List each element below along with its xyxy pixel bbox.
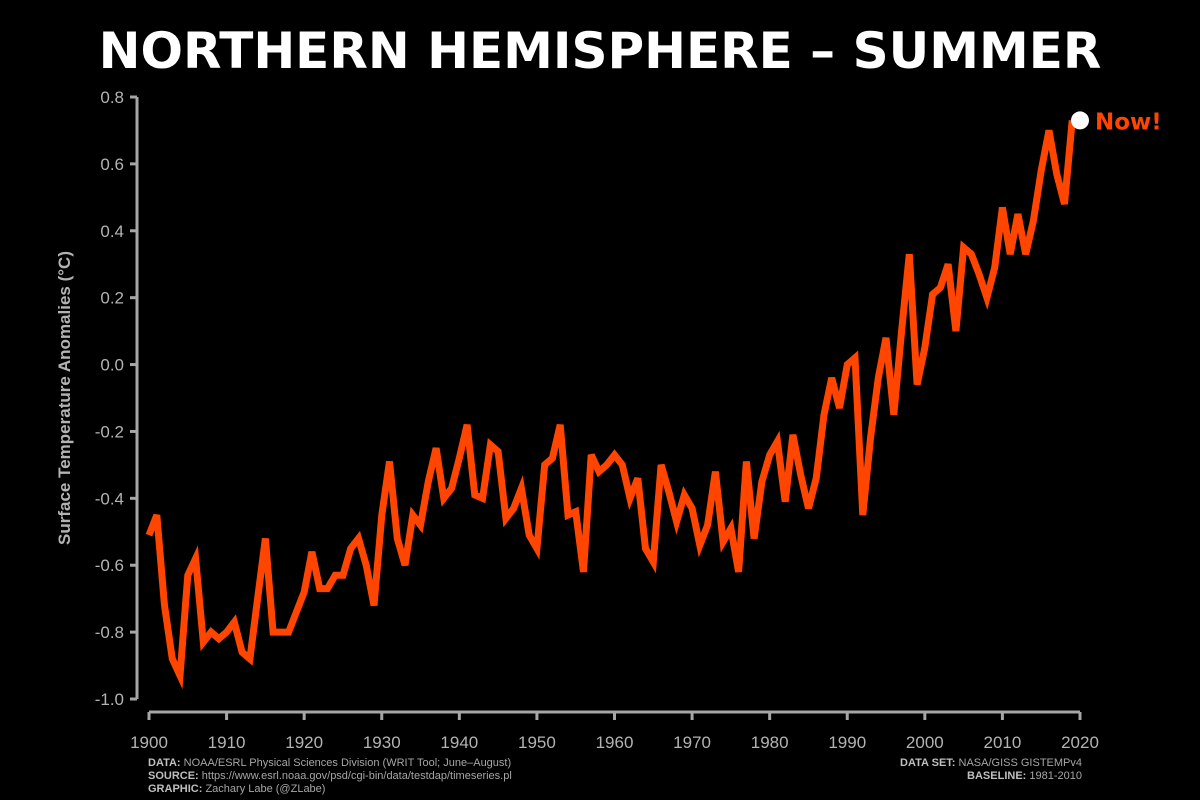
x-tick-label: 1900 [130,733,168,752]
footer-credits: DATA: NOAA/ESRL Physical Sciences Divisi… [148,757,512,796]
footer-baseline-value: 1981-2010 [1029,770,1082,782]
y-tick-label: -0.2 [95,422,124,441]
y-tick-label: 0.6 [100,155,124,174]
y-tick-label: 0.4 [100,222,124,241]
footer-data-label: DATA: [148,757,181,769]
footer-graphic-label: GRAPHIC: [148,783,203,795]
x-tick-label: 1940 [440,733,478,752]
x-tick-label: 1990 [828,733,866,752]
x-tick-label: 1980 [751,733,789,752]
footer-source-line: SOURCE: https://www.esrl.noaa.gov/psd/cg… [148,770,512,783]
y-tick-label: 0.8 [100,88,124,107]
footer-dataset-label: DATA SET: [900,757,956,769]
footer-graphic-value: Zachary Labe (@ZLabe) [205,783,326,795]
footer-dataset-value: NASA/GISS GISTEMPv4 [958,757,1082,769]
series-line [145,120,1076,690]
x-tick-label: 2000 [906,733,944,752]
series-group [145,120,1076,690]
x-tick-label: 1920 [285,733,323,752]
y-tick-label: -0.6 [95,556,124,575]
x-tick-label: 1910 [208,733,246,752]
footer-graphic-line: GRAPHIC: Zachary Labe (@ZLabe) [148,783,512,796]
chart-title: NORTHERN HEMISPHERE – SUMMER [98,22,1102,80]
x-tick-label: 1930 [363,733,401,752]
footer-source-label: SOURCE: [148,770,199,782]
annotation-group: Now! [1071,109,1162,135]
now-annotation: Now! [1095,109,1162,135]
y-tick-label: -0.8 [95,623,124,642]
y-tick-label: 0.2 [100,289,124,308]
footer-source-value: https://www.esrl.noaa.gov/psd/cgi-bin/da… [201,770,512,782]
footer-dataset-line: DATA SET: NASA/GISS GISTEMPv4 [900,757,1082,770]
footer-baseline-label: BASELINE: [967,770,1027,782]
x-tick-label: 1970 [673,733,711,752]
x-tick-label: 2010 [984,733,1022,752]
footer-data-value: NOAA/ESRL Physical Sciences Division (WR… [183,757,512,769]
axes [135,97,1080,714]
x-tick-label: 1960 [596,733,634,752]
footer-data-line: DATA: NOAA/ESRL Physical Sciences Divisi… [148,757,512,770]
y-tick-label: 0.0 [100,356,124,375]
x-tick-label: 1950 [518,733,556,752]
ticks: -1.0 -0.8 -0.6 -0.4 -0.2 0.0 0.2 0.4 0.6 0.8 1900 1… [95,88,1099,752]
footer-baseline-line: BASELINE: 1981-2010 [900,770,1082,783]
y-tick-label: -1.0 [95,690,124,709]
y-axis-label: Surface Temperature Anomalies (°C) [55,251,74,545]
y-tick-label: -0.4 [95,489,124,508]
now-marker [1071,111,1089,130]
footer-dataset: DATA SET: NASA/GISS GISTEMPv4 BASELINE: … [900,757,1082,783]
x-tick-label: 2020 [1061,733,1099,752]
